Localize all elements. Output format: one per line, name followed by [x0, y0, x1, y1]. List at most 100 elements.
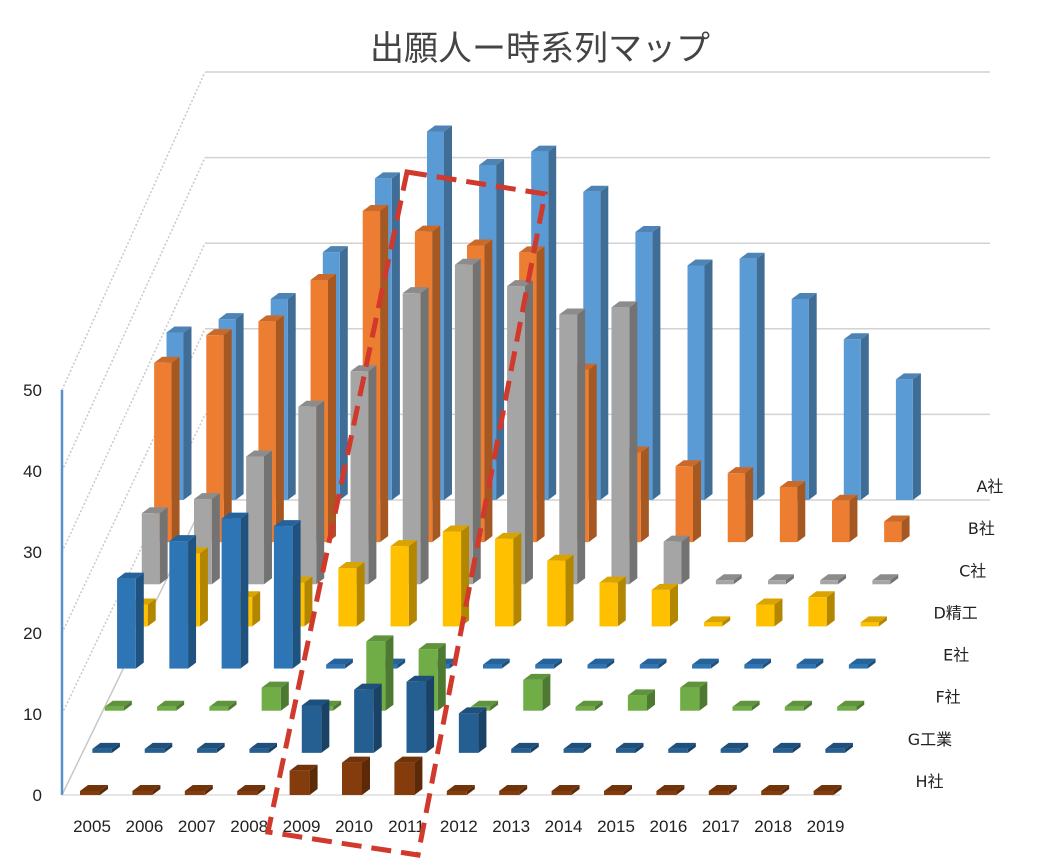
- bar: [390, 540, 417, 627]
- bar: [768, 574, 794, 585]
- bar: [895, 373, 921, 500]
- x-tick-label: 2013: [492, 817, 530, 836]
- y-tick-label: 40: [23, 462, 42, 481]
- bar: [354, 683, 382, 753]
- bar: [791, 293, 817, 500]
- bar: [825, 742, 853, 753]
- bar: [563, 742, 592, 753]
- side-gridline: [61, 242, 206, 553]
- y-tick-label: 10: [23, 705, 42, 724]
- x-tick-label: 2009: [283, 817, 321, 836]
- bar: [739, 252, 765, 500]
- bar: [651, 583, 678, 627]
- bar: [680, 681, 708, 711]
- bar: [779, 480, 806, 543]
- bar: [273, 520, 301, 669]
- series-label: D精工: [933, 603, 977, 622]
- x-tick-label: 2019: [807, 817, 845, 836]
- bar: [832, 494, 858, 543]
- bar: [813, 785, 842, 795]
- bar: [394, 756, 423, 795]
- bar: [144, 742, 173, 753]
- bar: [663, 535, 690, 585]
- bar: [773, 742, 801, 753]
- bar: [848, 658, 876, 669]
- bar: [575, 700, 603, 711]
- x-tick-label: 2017: [702, 817, 740, 836]
- x-tick-label: 2016: [649, 817, 687, 836]
- bar: [301, 699, 330, 753]
- bar: [796, 658, 824, 669]
- bar: [442, 525, 470, 627]
- bar: [499, 785, 528, 795]
- bar: [523, 673, 551, 711]
- bar: [141, 507, 168, 585]
- x-tick-label: 2010: [335, 817, 373, 836]
- bar: [482, 658, 510, 669]
- bar: [366, 635, 394, 711]
- side-gridline: [61, 157, 206, 472]
- bar: [872, 574, 899, 585]
- bar: [209, 700, 237, 711]
- bar: [604, 785, 632, 795]
- bar: [511, 742, 539, 753]
- bar: [221, 512, 249, 669]
- bar: [197, 742, 225, 753]
- bar: [169, 535, 197, 669]
- bar: [92, 742, 120, 753]
- bar: [884, 515, 910, 543]
- y-tick-label: 20: [23, 624, 42, 643]
- bar: [639, 658, 667, 669]
- x-tick-label: 2006: [125, 817, 163, 836]
- x-tick-label: 2015: [597, 817, 635, 836]
- bar: [756, 598, 783, 627]
- bar: [298, 400, 325, 585]
- series-labels: A社 B社 C社 D精工 E社 F社 G工業 H社: [908, 477, 1004, 791]
- bar: [104, 700, 132, 711]
- bar: [406, 675, 435, 753]
- bar: [627, 689, 655, 711]
- x-tick-label: 2014: [545, 817, 583, 836]
- bar: [837, 700, 865, 711]
- series-label: H社: [916, 772, 944, 791]
- x-tick-label: 2008: [230, 817, 268, 836]
- bar: [326, 658, 353, 669]
- bar: [744, 658, 772, 669]
- x-tick-label: 2012: [440, 817, 478, 836]
- y-tick-label: 0: [33, 786, 42, 805]
- bar: [656, 785, 685, 795]
- bar: [784, 700, 812, 711]
- x-axis-ticks: 2005 2006 2007 2008 2009 2010 2011 2012 2013 2014…: [73, 817, 844, 836]
- x-tick-label: 2011: [388, 817, 425, 836]
- y-tick-label: 50: [23, 381, 42, 400]
- bar: [615, 742, 644, 753]
- highlight-outline: [265, 169, 548, 858]
- bar: [715, 574, 742, 585]
- bar: [80, 785, 108, 795]
- chart-bars: [80, 125, 921, 795]
- bar: [720, 742, 749, 753]
- bar: [668, 742, 696, 753]
- bar: [184, 785, 213, 795]
- bar: [402, 287, 429, 585]
- bar: [727, 467, 754, 543]
- bar: [495, 532, 522, 627]
- bar: [675, 460, 701, 543]
- bar: [237, 785, 266, 795]
- bar: [132, 785, 161, 795]
- bar: [687, 259, 713, 500]
- bar: [599, 576, 626, 627]
- bar: [261, 681, 289, 711]
- bar: [458, 707, 487, 753]
- bar: [249, 742, 277, 753]
- x-tick-label: 2018: [754, 817, 792, 836]
- bar: [157, 700, 185, 711]
- bar: [117, 572, 144, 669]
- bar: [551, 785, 580, 795]
- series-label: A社: [976, 477, 1003, 496]
- bar: [692, 658, 719, 669]
- bar: [761, 785, 790, 795]
- bar: [611, 301, 638, 585]
- bar: [732, 700, 760, 711]
